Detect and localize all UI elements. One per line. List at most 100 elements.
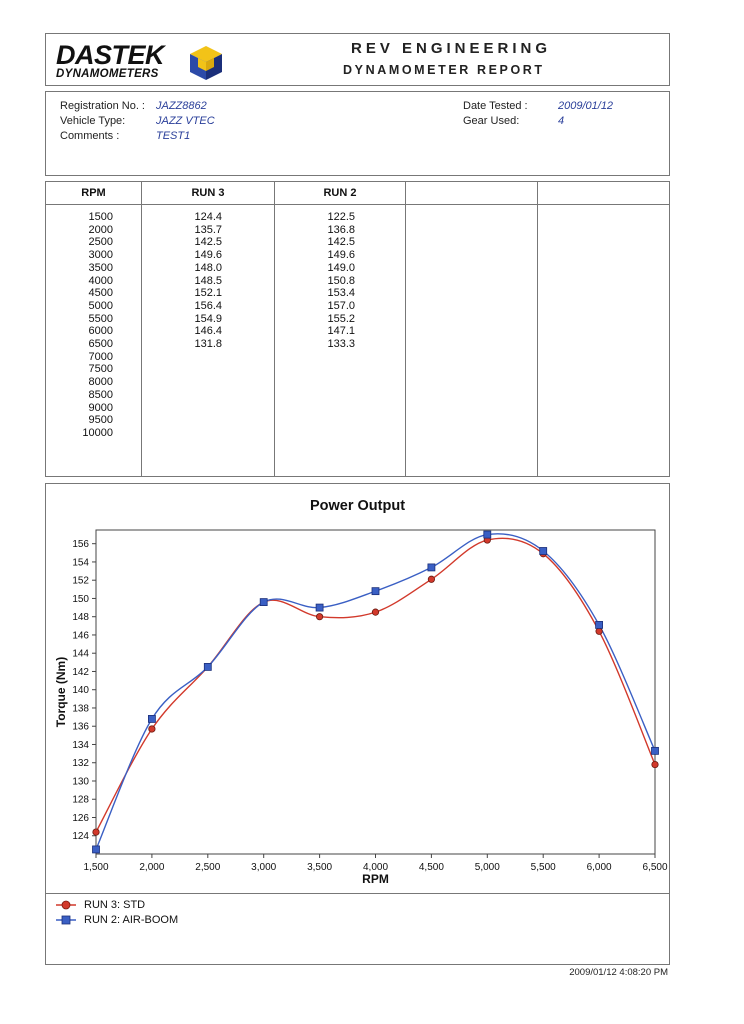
table-cell-rpm: 10000	[82, 426, 113, 439]
data-point-run3	[595, 627, 603, 635]
x-tick-label: 5,500	[531, 862, 556, 873]
table-cell-rpm: 6000	[88, 325, 113, 338]
table-cell-rpm: 1500	[88, 211, 113, 223]
column-header-run3: RUN 3	[191, 187, 225, 199]
y-tick-label: 154	[72, 557, 89, 568]
y-tick-label: 142	[72, 667, 89, 678]
table-cell-run3: 146.4	[194, 325, 222, 338]
series-line-run3	[95, 537, 656, 833]
table-cell-run2: 149.0	[327, 261, 355, 274]
data-point-run2	[92, 845, 100, 854]
data-point-run2	[651, 746, 659, 755]
table-cell-run3: 156.4	[194, 299, 222, 312]
table-cell-rpm: 4500	[88, 287, 113, 300]
y-tick-label: 156	[72, 539, 89, 550]
table-cell-rpm: 3000	[88, 249, 113, 262]
y-tick-label: 144	[72, 649, 89, 660]
legend-label-run3: RUN 3: STD	[84, 899, 146, 911]
y-tick-label: 152	[72, 576, 89, 587]
table-cell-rpm: 8500	[88, 388, 113, 401]
x-tick-label: 5,000	[475, 862, 500, 873]
table-cell-rpm: 2500	[88, 236, 113, 249]
table-cell-run3: 154.9	[194, 312, 222, 325]
date-tested-label: Date Tested :	[463, 100, 528, 112]
x-tick-label: 2,500	[195, 862, 220, 873]
table-cell-run3: 135.7	[194, 223, 222, 236]
table-cell-rpm: 3500	[88, 261, 113, 274]
table-cell-run2: 157.0	[327, 299, 355, 312]
table-cell-rpm: 4000	[88, 274, 113, 287]
table-cell-run2: 149.6	[327, 249, 355, 262]
table-cell-run2: 133.3	[327, 338, 355, 351]
table-cell-rpm: 5500	[88, 312, 113, 325]
data-point-run3	[427, 575, 435, 583]
data-point-run2	[539, 547, 548, 555]
data-point-run3	[371, 608, 380, 616]
dastek-logo: DASTEK DYNAMOMETERS	[56, 42, 226, 82]
chart-title: Power Output	[309, 498, 406, 514]
run3-column: 124.4 135.7 142.5 149.6 148.0 148.5 152.1 156.4…	[176, 211, 222, 351]
y-tick-label: 146	[72, 630, 89, 641]
results-table: RPM RUN 3 RUN 2 1500 2000 2500 3000 3500 4000…	[45, 181, 670, 477]
legend-square-marker-icon	[56, 915, 76, 925]
table-cell-run3: 148.5	[194, 274, 222, 287]
legend-circle-marker-icon	[56, 900, 76, 910]
series-line-run2	[95, 533, 656, 850]
column-divider	[537, 182, 538, 476]
table-cell-rpm: 9000	[88, 401, 113, 414]
cube-logo-icon	[190, 46, 222, 80]
y-tick-label: 140	[72, 685, 89, 696]
data-point-run2	[371, 587, 380, 596]
table-cell-run3: 152.1	[194, 287, 222, 300]
table-cell-run2: 142.5	[327, 236, 355, 249]
table-cell-run2: 153.4	[327, 287, 355, 300]
registration-label: Registration No. :	[60, 100, 145, 112]
y-axis-label: Torque (Nm)	[54, 657, 68, 727]
y-tick-label: 132	[72, 758, 89, 769]
chart-legend: RUN 3: STD RUN 2: AIR-BOOM	[45, 893, 670, 965]
table-cell-rpm: 5000	[88, 299, 113, 312]
table-cell-run2: 122.5	[327, 211, 355, 223]
y-tick-label: 124	[72, 831, 89, 842]
y-tick-label: 128	[72, 795, 89, 806]
y-tick-label: 138	[72, 703, 89, 714]
table-cell-run2: 147.1	[327, 325, 355, 338]
table-cell-rpm: 8000	[88, 376, 113, 389]
x-axis-label: RPM	[362, 872, 389, 886]
data-point-run3	[148, 725, 156, 733]
y-tick-label: 150	[72, 594, 89, 605]
data-point-run2	[427, 563, 436, 572]
table-cell-rpm: 2000	[88, 223, 113, 236]
data-point-run3	[92, 828, 100, 836]
table-cell-rpm: 7000	[88, 350, 113, 363]
power-output-chart: Power Output 124 126 128 130 132 134 136 138 140…	[45, 483, 670, 895]
x-tick-label: 4,500	[419, 862, 444, 873]
column-divider	[405, 182, 406, 476]
column-header-rpm: RPM	[81, 187, 106, 199]
x-tick-label: 1,500	[83, 862, 108, 873]
registration-value: JAZZ8862	[156, 100, 207, 112]
chart-plot-area: 124 126 128 130 132 134 136 138 140 142 144 146 148 1…	[54, 529, 668, 886]
y-tick-label: 148	[72, 612, 89, 623]
gear-used-value: 4	[558, 115, 565, 127]
data-point-run2	[203, 663, 212, 671]
vehicle-info-panel: Registration No. : JAZZ8862 Vehicle Type…	[45, 91, 670, 176]
report-timestamp: 2009/01/12 4:08:20 PM	[569, 967, 668, 978]
table-cell-run2: 136.8	[327, 223, 355, 236]
logo-main-text: DASTEK	[56, 40, 165, 70]
x-tick-label: 4,000	[363, 862, 388, 873]
legend-label-run2: RUN 2: AIR-BOOM	[84, 914, 179, 926]
report-header: DASTEK DYNAMOMETERS REV ENGINEERING DYNA…	[45, 33, 670, 86]
gear-used-label: Gear Used:	[463, 115, 520, 127]
vehicle-type-label: Vehicle Type:	[60, 115, 126, 127]
table-cell-run2: 150.8	[327, 274, 355, 287]
x-tick-label: 6,500	[642, 862, 667, 873]
run2-column: 122.5 136.8 142.5 149.6 149.0 150.8 153.4 157.0…	[309, 211, 355, 351]
column-divider	[274, 182, 275, 476]
table-header-divider	[46, 204, 669, 205]
y-tick-label: 136	[72, 722, 89, 733]
rpm-column: 1500 2000 2500 3000 3500 4000 4500 5000 5500 6000…	[56, 211, 113, 440]
table-cell-run3: 142.5	[194, 236, 222, 249]
data-point-run3	[315, 613, 324, 621]
y-tick-label: 126	[72, 813, 89, 824]
